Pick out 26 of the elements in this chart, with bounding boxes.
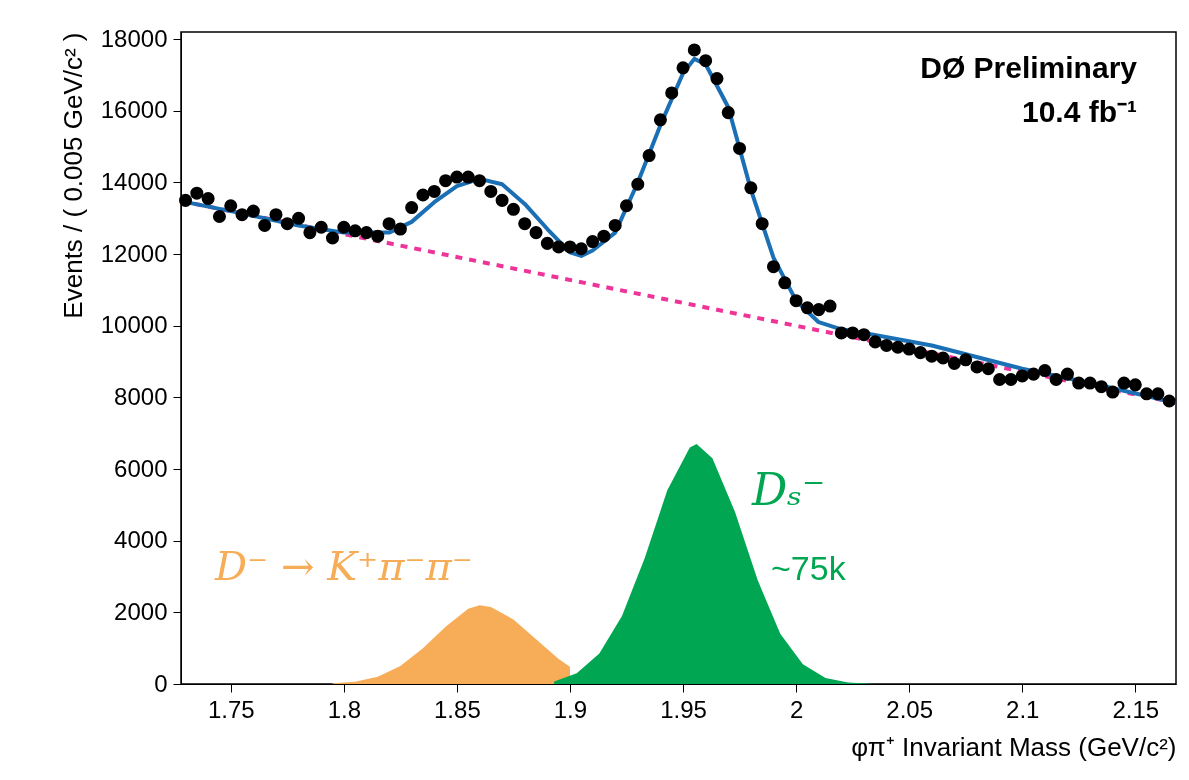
- series-label: Dₛ⁻: [751, 464, 826, 515]
- y-tick-label: 6000: [114, 454, 168, 482]
- x-tick-label: 1.9: [553, 695, 588, 723]
- x-tick-label: 1.85: [434, 695, 481, 723]
- x-tick-label: 1.95: [660, 695, 707, 723]
- series-label: D⁻ → K⁺π⁻π⁻: [214, 543, 473, 589]
- y-tick-label: 16000: [100, 96, 168, 124]
- y-tick-label: 4000: [114, 526, 168, 554]
- x-tick-label: 2: [789, 695, 804, 723]
- x-tick-label: 1.8: [327, 695, 362, 723]
- y-tick-label: 12000: [100, 239, 168, 267]
- y-tick-label: 10000: [100, 311, 168, 339]
- annotation: 10.4 fb⁻¹: [1021, 95, 1138, 128]
- y-tick-label: 14000: [100, 167, 168, 195]
- y-axis-title: Events / ( 0.005 GeV/c² ): [57, 32, 88, 319]
- x-axis-title: φπ⁺ Invariant Mass (GeV/c²): [851, 731, 1177, 762]
- x-tick-label: 2.1: [1006, 695, 1040, 723]
- x-tick-label: 2.05: [886, 695, 934, 723]
- y-tick-label: 0: [154, 669, 168, 697]
- annotation: DØ Preliminary: [920, 51, 1138, 84]
- y-tick-label: 2000: [114, 597, 168, 625]
- annotation: ~75k: [771, 549, 847, 587]
- y-tick-label: 8000: [114, 382, 168, 410]
- x-tick-label: 2.15: [1112, 695, 1160, 723]
- x-tick-label: 1.75: [207, 695, 255, 723]
- y-tick-label: 18000: [100, 24, 168, 52]
